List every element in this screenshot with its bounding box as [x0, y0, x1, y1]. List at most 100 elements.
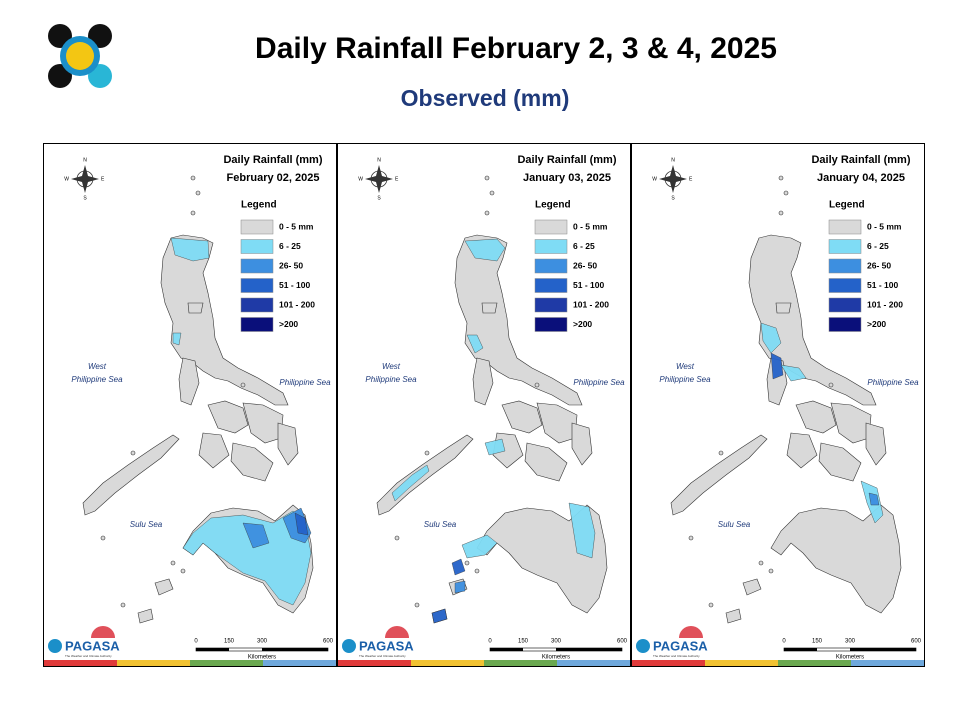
scale-tick: 150	[812, 639, 823, 645]
legend-swatch	[828, 239, 862, 254]
legend-swatch	[828, 278, 862, 293]
compass-rose	[71, 165, 99, 193]
rainfall-area	[431, 608, 448, 624]
scale-tick: 300	[551, 639, 562, 645]
legend-label: 51 - 100	[279, 280, 310, 290]
land	[137, 608, 154, 624]
land	[742, 578, 762, 596]
land	[670, 434, 768, 516]
rainfall-area	[170, 237, 210, 262]
legend-label: >200	[573, 319, 592, 329]
sea-label: Sulu Sea	[424, 520, 457, 529]
scale-bar-fill	[196, 648, 229, 651]
legend-label: 0 - 5 mm	[279, 221, 314, 231]
scale-tick: 600	[617, 639, 628, 645]
panel-heading: Daily Rainfall (mm)	[517, 154, 616, 166]
logo-brand: PAGASA	[359, 638, 414, 653]
land	[818, 442, 862, 482]
legend-swatch	[240, 317, 274, 332]
rainfall-area	[780, 364, 807, 382]
rainfall-area	[454, 580, 466, 594]
land	[795, 400, 837, 434]
logo-mark	[342, 639, 356, 653]
islet	[778, 210, 784, 216]
sea-label: Sulu Sea	[130, 520, 163, 529]
panel-date: January 04, 2025	[817, 172, 905, 184]
logo-tagline: The Weather and Climate Authority	[653, 654, 700, 658]
islet	[718, 450, 724, 456]
legend-swatch	[828, 219, 862, 235]
rainfall-area	[760, 322, 782, 354]
legend-label: 0 - 5 mm	[573, 221, 608, 231]
footer-stripe	[190, 660, 263, 666]
islet	[240, 382, 246, 388]
footer-stripe	[851, 660, 924, 666]
scale-bar-fill	[490, 648, 523, 651]
logo-mark	[48, 639, 62, 653]
compass-ring	[664, 170, 682, 188]
islet	[534, 382, 540, 388]
islet	[708, 602, 714, 608]
footer-stripe	[484, 660, 557, 666]
land	[725, 608, 742, 624]
land	[207, 400, 249, 434]
islet	[484, 175, 490, 181]
land	[178, 357, 200, 406]
sea-label: West	[676, 362, 695, 371]
legend-swatch	[240, 239, 274, 254]
legend-label: 0 - 5 mm	[867, 221, 902, 231]
footer-stripe	[338, 660, 411, 666]
islet	[180, 568, 186, 574]
compass-ring	[76, 170, 94, 188]
footer-stripe	[557, 660, 630, 666]
islet	[688, 535, 694, 541]
sea-label: Philippine Sea	[71, 375, 123, 384]
legend-label: 6 - 25	[279, 241, 301, 251]
islet	[778, 175, 784, 181]
legend-swatch	[828, 258, 862, 274]
logo-tagline: The Weather and Climate Authority	[65, 654, 112, 658]
compass-ring	[370, 170, 388, 188]
sea-label: Philippine Sea	[659, 375, 711, 384]
legend-swatch	[534, 219, 568, 235]
legend-swatch	[534, 239, 568, 254]
legend-swatch	[240, 297, 274, 313]
logo-tagline: The Weather and Climate Authority	[359, 654, 406, 658]
scale-tick: 0	[194, 639, 198, 645]
land	[501, 400, 543, 434]
compass-w: W	[652, 176, 657, 182]
rainfall-area	[770, 352, 784, 380]
panel-date: January 03, 2025	[523, 172, 611, 184]
legend-label: 26- 50	[867, 260, 891, 270]
footer-stripe	[263, 660, 336, 666]
panel-heading: Daily Rainfall (mm)	[811, 154, 910, 166]
land	[770, 504, 902, 614]
logo-mark	[636, 639, 650, 653]
logo-umbrella	[385, 626, 409, 638]
footer-stripe	[778, 660, 851, 666]
islet	[130, 450, 136, 456]
rainfall-area	[464, 238, 506, 262]
rainfall-area	[172, 332, 182, 346]
land	[786, 432, 818, 469]
legend-label: >200	[279, 319, 298, 329]
footer-stripe	[705, 660, 778, 666]
rainfall-area	[391, 464, 430, 502]
islet	[783, 190, 789, 196]
slide-subtitle: Observed (mm)	[401, 85, 570, 111]
islet	[120, 602, 126, 608]
islet	[195, 190, 201, 196]
rainfall-area	[466, 334, 484, 354]
land	[230, 442, 274, 482]
map-panel: Daily Rainfall (mm) January 03, 2025 N S W E L…	[337, 143, 631, 667]
compass-n: N	[377, 157, 381, 163]
legend-label: 101 - 200	[279, 299, 315, 309]
slide-title: Daily Rainfall February 2, 3 & 4, 2025	[255, 32, 777, 65]
scale-tick: 0	[782, 639, 786, 645]
legend-swatch	[240, 219, 274, 235]
land	[277, 422, 299, 466]
islet	[758, 560, 764, 566]
compass-s: S	[377, 195, 381, 201]
land	[82, 434, 180, 516]
compass-s: S	[83, 195, 87, 201]
